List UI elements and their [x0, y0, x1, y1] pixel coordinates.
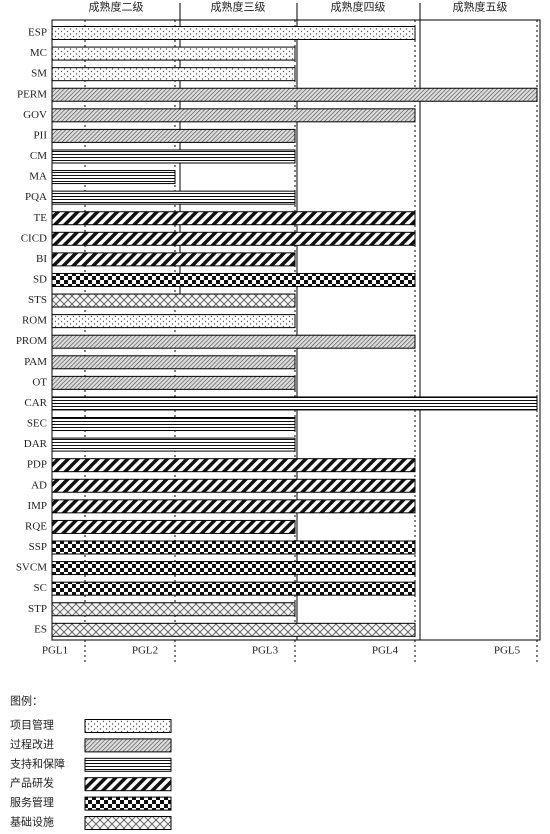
x-tick-label: PGL1: [42, 645, 68, 657]
legend-swatch: [84, 796, 172, 811]
y-tick-label: MC: [30, 47, 47, 59]
bar: [51, 252, 296, 267]
bar: [51, 396, 538, 411]
x-tick-label: PGL4: [372, 645, 399, 657]
y-tick-label: ROM: [22, 315, 47, 327]
x-tick-label: PGL5: [494, 645, 521, 657]
bar: [51, 540, 416, 555]
y-tick-label: MA: [29, 171, 47, 183]
column-header: 成熟度二级: [89, 0, 144, 14]
x-tick-label: PGL3: [252, 645, 279, 657]
y-tick-label: OT: [32, 376, 47, 388]
y-tick-label: SM: [31, 68, 47, 80]
y-tick-label: SSP: [29, 541, 47, 553]
bar: [51, 602, 296, 617]
bar: [51, 417, 296, 432]
legend-swatch: [84, 777, 172, 792]
bar: [51, 499, 416, 514]
bar: [51, 46, 296, 61]
bar: [51, 67, 296, 82]
y-tick-label: BI: [36, 253, 47, 265]
bar: [51, 355, 296, 370]
bar: [51, 519, 296, 534]
bar: [51, 375, 296, 390]
x-tick-label: PGL2: [132, 645, 158, 657]
y-tick-label: SC: [34, 582, 47, 594]
y-tick-label: PERM: [17, 88, 47, 100]
bar: [51, 108, 416, 123]
y-tick-label: CAR: [24, 397, 47, 409]
bar: [51, 581, 416, 596]
legend-swatch: [84, 738, 172, 753]
column-header: 成熟度三级: [211, 0, 266, 14]
bar: [51, 293, 296, 308]
y-tick-label: GOV: [23, 109, 47, 121]
legend-label: 过程改进: [10, 737, 54, 751]
legend-title: 图例：: [10, 694, 43, 708]
y-tick-label: PROM: [16, 335, 47, 347]
column-header: 成熟度四级: [331, 0, 386, 14]
y-tick-label: PQA: [25, 191, 47, 203]
bar: [51, 561, 416, 576]
y-tick-label: CM: [30, 150, 47, 162]
legend-label: 项目管理: [10, 718, 54, 732]
y-tick-label: SVCM: [16, 562, 47, 574]
y-tick-label: TE: [34, 212, 48, 224]
y-tick-label: PAM: [24, 356, 47, 368]
legend-label: 支持和保障: [10, 756, 65, 770]
legend-swatch: [84, 757, 172, 772]
y-tick-label: DAR: [24, 438, 48, 450]
bar: [51, 314, 296, 329]
bar: [51, 272, 416, 287]
y-tick-label: ESP: [28, 27, 47, 39]
bar: [51, 128, 296, 143]
bar: [51, 87, 538, 102]
y-tick-label: IMP: [27, 500, 47, 512]
bar: [51, 458, 416, 473]
bar: [51, 622, 416, 637]
bar: [51, 334, 416, 349]
bar: [51, 437, 296, 452]
legend-label: 产品研发: [10, 776, 54, 790]
legend-swatch: [84, 816, 172, 830]
legend-label: 基础设施: [10, 816, 54, 829]
y-tick-label: SD: [33, 273, 47, 285]
y-tick-label: SEC: [27, 418, 47, 430]
bar: [51, 231, 416, 246]
column-header: 成熟度五级: [453, 0, 508, 14]
y-tick-label: STP: [28, 603, 47, 615]
y-tick-label: PDP: [27, 459, 47, 471]
y-tick-label: CICD: [21, 232, 47, 244]
bar: [51, 478, 416, 493]
bar: [51, 170, 176, 185]
y-tick-label: ES: [34, 623, 47, 635]
y-tick-label: STS: [28, 294, 47, 306]
bar: [51, 190, 296, 205]
bar: [51, 26, 416, 40]
legend-swatch: [84, 719, 172, 733]
y-tick-label: RQE: [25, 520, 47, 532]
legend-label: 服务管理: [10, 795, 54, 809]
y-tick-label: PII: [34, 129, 48, 141]
bar: [51, 149, 296, 164]
y-tick-label: AD: [31, 479, 47, 491]
bar: [51, 211, 416, 226]
